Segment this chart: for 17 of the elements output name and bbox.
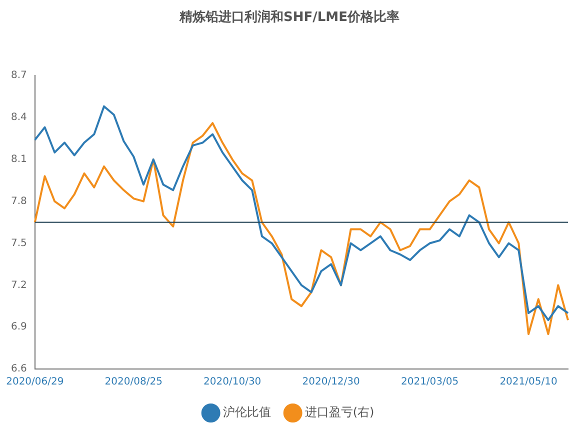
x-tick-label: 2021/05/10 <box>500 376 558 388</box>
x-tick-label: 2020/10/30 <box>204 376 262 388</box>
y-tick-label: 6.9 <box>10 322 27 333</box>
y-tick-label: 7.8 <box>10 196 27 207</box>
x-tick-label: 2021/03/05 <box>400 376 459 388</box>
legend-label: 进口盈亏(右) <box>304 405 374 420</box>
legend-label: 沪伦比值 <box>222 405 271 420</box>
y-tick-label: 6.6 <box>10 364 27 375</box>
x-tick-label: 2020/06/29 <box>6 376 64 388</box>
chart-title: 精炼铅进口利润和SHF/LME价格比率 <box>178 9 400 26</box>
y-tick-label: 8.1 <box>10 154 27 166</box>
y-tick-label: 7.2 <box>10 280 27 291</box>
x-tick-label: 2020/08/25 <box>104 376 162 388</box>
y-tick-label: 8.4 <box>10 112 27 124</box>
y-tick-label: 7.5 <box>10 238 27 249</box>
x-tick-label: 2020/12/30 <box>302 376 360 388</box>
y-tick-label: 8.7 <box>10 70 27 82</box>
